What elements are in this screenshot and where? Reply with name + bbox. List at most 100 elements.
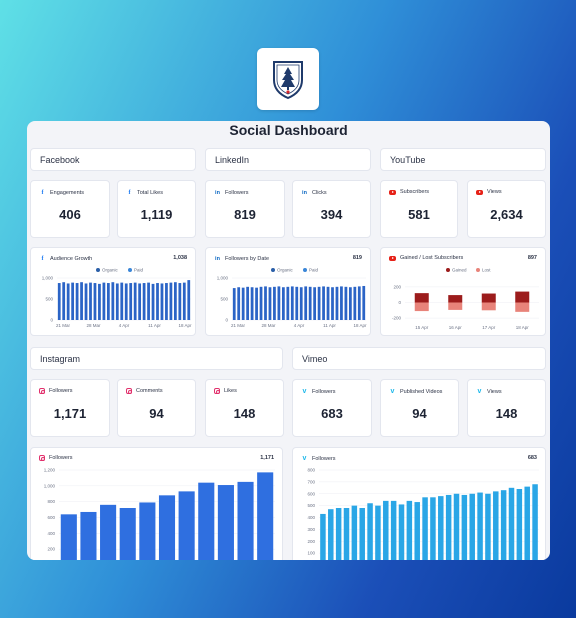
bar [516,489,523,560]
chart-card-ig: Followers 1,171 1,200 1,000 800 600 400 200 0 [30,447,283,560]
kpi-label: Likes [224,388,237,394]
bar [60,514,77,560]
bar-lost [515,302,530,312]
chart-title: Audience Growth [50,255,93,262]
youtube-icon [389,189,396,195]
instagram-icon [39,388,45,394]
audience-growth-chart: 1,000 500 021 Mar 28 Mar 4 Apr 11 Apr 18 Apr Or… [42,268,192,329]
facebook-icon: f [41,255,44,262]
x-tick-label: 21 Mar [231,323,246,328]
bar [198,482,215,560]
brand-logo [257,48,319,110]
bar [268,287,272,320]
kpi-label: Subscribers [400,189,430,195]
legend-swatch [96,268,100,272]
kpi-card-vm-followers[interactable]: v Followers 683 [292,379,372,437]
vimeo-icon: v [477,388,482,395]
bar-lost [448,302,463,310]
bar-gained [414,293,429,303]
bar [430,497,436,560]
bar [237,481,254,560]
kpi-card-fb-likes[interactable]: f Total Likes 1,119 [117,180,196,238]
bar [178,491,195,560]
bar [344,286,348,320]
legend-swatch [271,268,275,272]
x-tick-label: 16 Apr [449,325,463,330]
bar [335,286,339,320]
bar [273,286,276,320]
bar [111,282,115,320]
bar [331,287,334,320]
bar [508,487,515,560]
section-label: LinkedIn [215,155,250,165]
bar [398,504,405,560]
y-tick-label: 300 [307,527,315,532]
chart-total: 819 [352,255,362,261]
legend-label: Organic [277,268,294,273]
kpi-card-fb-engagements[interactable]: f Engagements 406 [30,180,110,238]
y-tick-label: 200 [393,284,401,289]
bar [362,285,366,320]
bar [133,282,137,320]
y-tick-label: 800 [47,499,55,504]
legend-swatch [476,268,480,272]
bar [348,287,352,320]
bar [359,508,365,560]
bar [351,505,358,560]
kpi-card-li-clicks[interactable]: in Clicks 394 [292,180,371,238]
x-tick-label: 11 Apr [323,323,336,328]
y-tick-label: 400 [47,531,55,536]
section-label: Instagram [40,354,81,364]
chart-card-li: in Followers by Date 819 1,000 500 0 21 Mar 2… [205,247,371,336]
chart-card-vm: v Followers 683 800 700 600 500 400 300 200 100 0 [292,447,546,560]
linkedin-icon: in [215,189,220,196]
kpi-card-ig-followers[interactable]: Followers 1,171 [30,379,110,437]
bar [264,286,267,320]
bar [438,496,444,560]
chart-card-fb: f Audience Growth 1,038 1,000 500 0 21 Mar 28… [30,247,196,336]
section-label: Vimeo [302,354,328,364]
kpi-value: 1,171 [53,406,87,421]
bar [241,287,245,320]
y-tick-label: 700 [307,479,315,484]
kpi-card-ig-comments[interactable]: Comments 94 [117,379,196,437]
kpi-value: 148 [233,406,256,421]
chart-title: Followers [49,455,73,461]
kpi-card-vm-published[interactable]: v Published Videos 94 [380,379,459,437]
bar [461,494,468,560]
y-tick-label: 1,200 [44,468,56,473]
bar [139,502,156,560]
kpi-card-yt-subscribers[interactable]: Subscribers 581 [380,180,458,238]
bar-gained [481,293,496,303]
bar [75,283,79,320]
kpi-value: 94 [149,406,164,421]
bar [493,491,499,560]
kpi-card-yt-views[interactable]: Views 2,634 [467,180,546,238]
legend-swatch [303,268,307,272]
kpi-label: Views [487,189,502,195]
kpi-card-ig-likes[interactable]: Likes 148 [205,379,284,437]
bar [414,502,420,560]
kpi-value: 148 [495,406,518,421]
followers-by-date-chart: 1,000 500 021 Mar 28 Mar 4 Apr 11 Apr 18 Apr Or… [217,268,367,329]
x-tick-label: 15 Apr [415,325,429,330]
bar [120,282,124,320]
dashboard-panel: Social Dashboard Facebook LinkedIn YouTu… [27,121,550,560]
bar [304,286,308,320]
y-tick-label: 600 [47,515,55,520]
y-tick-label: 500 [45,297,53,302]
bar [500,490,507,560]
vimeo-icon: v [302,388,307,395]
section-header-instagram: Instagram [30,347,283,370]
bar [100,504,117,560]
bar [147,282,150,320]
x-tick-label: 18 Apr [353,323,367,328]
bar [524,486,530,560]
kpi-card-li-followers[interactable]: in Followers 819 [205,180,285,238]
kpi-card-vm-views[interactable]: v Views 148 [467,379,546,437]
kpi-label: Followers [312,388,336,395]
section-header-vimeo: Vimeo [292,347,546,370]
x-tick-label: 17 Apr [482,325,496,330]
bar [322,286,325,320]
bar [93,283,97,320]
